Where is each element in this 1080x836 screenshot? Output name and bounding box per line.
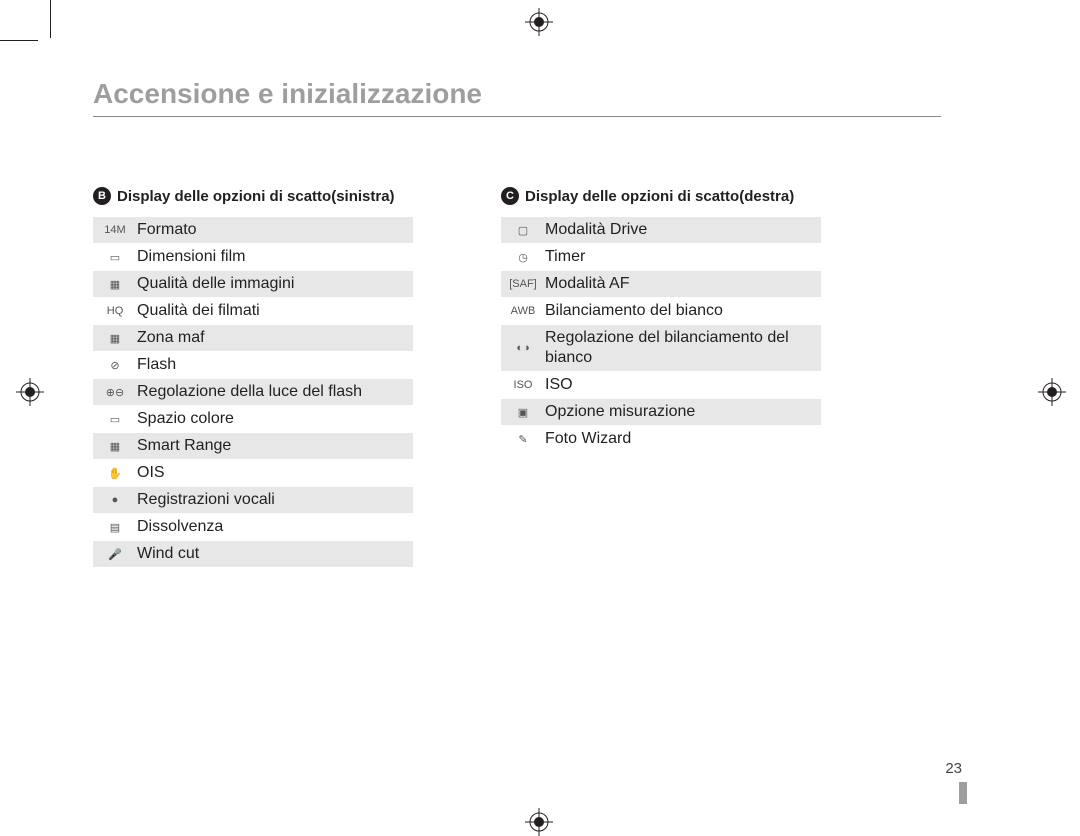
option-icon: HQ [93, 300, 131, 322]
option-row: ✎Foto Wizard [501, 426, 821, 453]
option-label: Regolazione della luce del flash [131, 379, 413, 405]
option-label: Regolazione del bilanciamento del bianco [539, 325, 821, 371]
option-icon: ▭ [93, 246, 131, 268]
option-row: ▭Dimensioni film [93, 244, 413, 271]
badge-right: C [501, 187, 519, 205]
option-row: ▤Dissolvenza [93, 514, 413, 541]
option-label: Modalità Drive [539, 217, 821, 243]
option-label: Wind cut [131, 541, 413, 567]
option-icon: ▣ [501, 401, 539, 423]
option-row: ▭Spazio colore [93, 406, 413, 433]
option-label: Smart Range [131, 433, 413, 459]
option-row: 🎤Wind cut [93, 541, 413, 568]
option-icon: 🎤 [93, 543, 131, 565]
option-icon: ▢ [501, 219, 539, 241]
option-row: 14MFormato [93, 217, 413, 244]
option-icon: ▦ [93, 435, 131, 457]
right-heading: C Display delle opzioni di scatto(destra… [501, 187, 821, 205]
right-column: C Display delle opzioni di scatto(destra… [501, 187, 821, 568]
option-row: HQQualità dei filmati [93, 298, 413, 325]
left-heading: B Display delle opzioni di scatto(sinist… [93, 187, 413, 205]
option-row: [SAF]Modalità AF [501, 271, 821, 298]
page-number: 23 [945, 760, 962, 777]
option-label: ISO [539, 372, 821, 398]
option-icon: ◐◑ [501, 337, 539, 359]
option-label: Foto Wizard [539, 426, 821, 452]
option-label: Timer [539, 244, 821, 270]
option-icon: ✎ [501, 428, 539, 450]
option-row: ▦Zona maf [93, 325, 413, 352]
option-label: OIS [131, 460, 413, 486]
option-icon: ⊘ [93, 354, 131, 376]
page-title: Accensione e inizializzazione [93, 78, 941, 117]
right-heading-text: Display delle opzioni di scatto(destra) [525, 188, 794, 205]
option-icon: [SAF] [501, 273, 539, 295]
option-row: ISOISO [501, 372, 821, 399]
registration-mark-left [16, 378, 44, 406]
option-label: Bilanciamento del bianco [539, 298, 821, 324]
left-column: B Display delle opzioni di scatto(sinist… [93, 187, 413, 568]
option-label: Dimensioni film [131, 244, 413, 270]
option-label: Qualità dei filmati [131, 298, 413, 324]
option-row: ▦Smart Range [93, 433, 413, 460]
option-label: Registrazioni vocali [131, 487, 413, 513]
option-row: ▦Qualità delle immagini [93, 271, 413, 298]
left-heading-text: Display delle opzioni di scatto(sinistra… [117, 188, 395, 205]
option-icon: ◷ [501, 246, 539, 268]
option-icon: ▭ [93, 408, 131, 430]
option-label: Opzione misurazione [539, 399, 821, 425]
page-content: Accensione e inizializzazione B Display … [93, 78, 941, 568]
option-row: ⊕⊖Regolazione della luce del flash [93, 379, 413, 406]
registration-mark-bottom [525, 808, 553, 836]
option-row: AWBBilanciamento del bianco [501, 298, 821, 325]
right-table: ▢Modalità Drive◷Timer[SAF]Modalità AFAWB… [501, 217, 821, 453]
option-row: ▢Modalità Drive [501, 217, 821, 244]
badge-left: B [93, 187, 111, 205]
page-number-bar [959, 782, 967, 804]
option-icon: ⊕⊖ [93, 381, 131, 403]
option-icon: ▦ [93, 327, 131, 349]
option-row: ✋OIS [93, 460, 413, 487]
registration-mark-top [525, 8, 553, 36]
option-row: ◐◑Regolazione del bilanciamento del bian… [501, 325, 821, 372]
option-label: Modalità AF [539, 271, 821, 297]
option-label: Zona maf [131, 325, 413, 351]
option-row: ⊘Flash [93, 352, 413, 379]
option-row: ●Registrazioni vocali [93, 487, 413, 514]
option-label: Dissolvenza [131, 514, 413, 540]
option-icon: ✋ [93, 462, 131, 484]
option-icon: ▤ [93, 516, 131, 538]
option-icon: 14M [93, 219, 131, 241]
option-icon: ▦ [93, 273, 131, 295]
option-label: Flash [131, 352, 413, 378]
option-icon: ● [93, 489, 131, 511]
option-row: ◷Timer [501, 244, 821, 271]
option-row: ▣Opzione misurazione [501, 399, 821, 426]
option-label: Qualità delle immagini [131, 271, 413, 297]
left-table: 14MFormato▭Dimensioni film▦Qualità delle… [93, 217, 413, 568]
option-icon: AWB [501, 300, 539, 322]
option-label: Formato [131, 217, 413, 243]
registration-mark-right [1038, 378, 1066, 406]
option-label: Spazio colore [131, 406, 413, 432]
option-icon: ISO [501, 374, 539, 396]
